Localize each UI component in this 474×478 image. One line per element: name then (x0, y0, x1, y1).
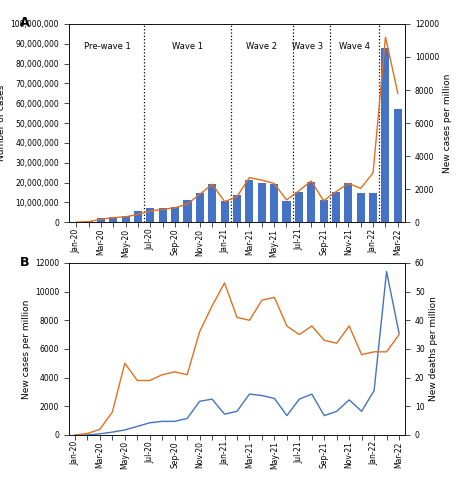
Bar (134, 211, 142, 222)
Bar (171, 207, 179, 222)
Text: Wave 3: Wave 3 (292, 42, 323, 51)
Bar (258, 183, 266, 222)
Bar (196, 193, 204, 222)
Bar (233, 196, 241, 222)
Bar (109, 217, 117, 222)
Bar (382, 48, 390, 222)
Bar (208, 184, 216, 222)
Bar (283, 201, 291, 222)
Bar (332, 192, 340, 222)
Y-axis label: New cases per million: New cases per million (443, 74, 452, 173)
Y-axis label: New deaths per million: New deaths per million (429, 296, 438, 402)
Text: Pre-wave 1: Pre-wave 1 (84, 42, 130, 51)
Bar (357, 193, 365, 222)
Legend: Number of cases, New cases per million: Number of cases, New cases per million (132, 286, 342, 295)
Text: Wave 4: Wave 4 (339, 42, 370, 51)
Bar (319, 200, 328, 222)
Text: Wave 1: Wave 1 (172, 42, 203, 51)
Text: A: A (20, 16, 29, 29)
Text: Wave 2: Wave 2 (246, 42, 277, 51)
Bar (122, 216, 130, 222)
Bar (183, 200, 191, 222)
Bar (97, 218, 105, 222)
Y-axis label: Number of cases: Number of cases (0, 85, 6, 161)
Text: B: B (20, 256, 29, 269)
Bar (394, 109, 402, 222)
Bar (146, 208, 155, 222)
Bar (270, 184, 278, 222)
Bar (220, 201, 228, 222)
Bar (84, 221, 92, 222)
Bar (295, 192, 303, 222)
Y-axis label: New cases per million: New cases per million (22, 299, 31, 399)
Bar (246, 180, 254, 222)
Bar (307, 182, 315, 222)
Bar (159, 208, 167, 222)
Bar (344, 183, 352, 222)
Bar (369, 193, 377, 222)
